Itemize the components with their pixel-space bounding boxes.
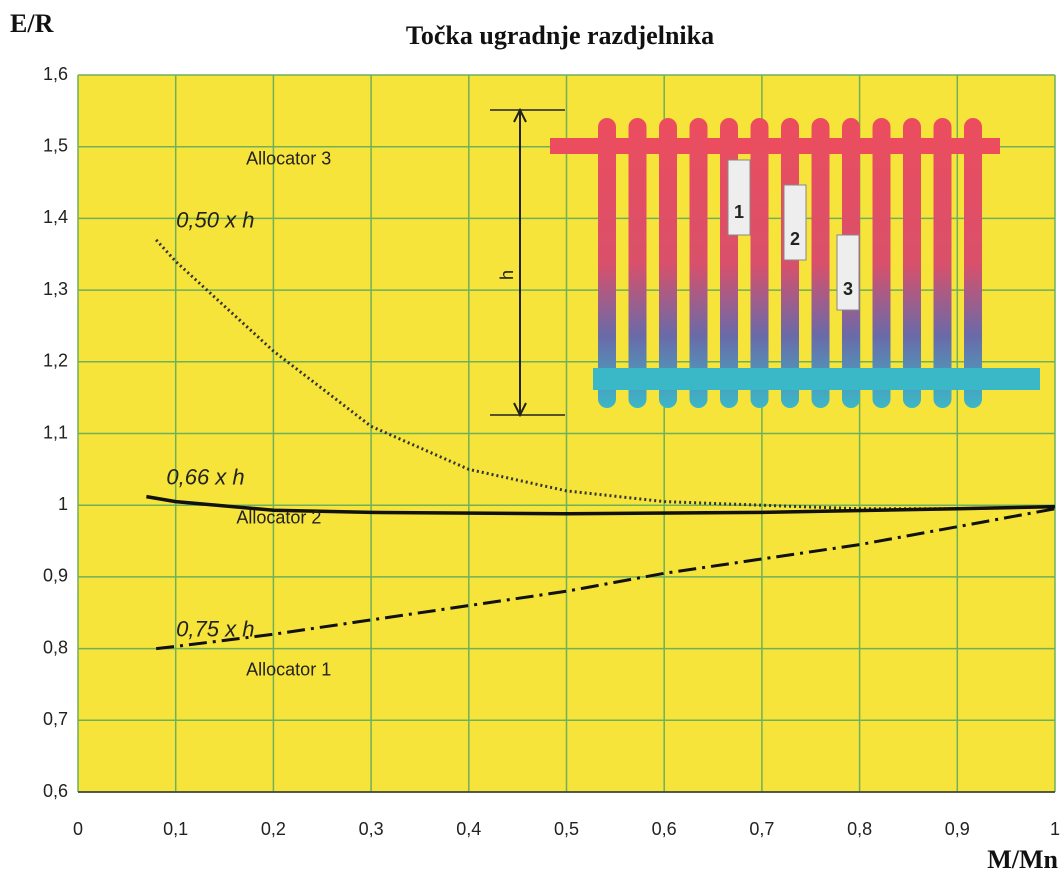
y-tick-label: 0,6 xyxy=(43,781,68,801)
x-tick-label: 0,9 xyxy=(945,819,970,839)
series-line xyxy=(146,494,1056,516)
radiator-column xyxy=(598,118,616,408)
series-line xyxy=(155,238,1056,511)
x-tick-label: 1 xyxy=(1050,819,1060,839)
x-tick-label: 0,2 xyxy=(261,819,286,839)
series-annotation: 0,66 x h xyxy=(166,464,244,489)
radiator-column xyxy=(872,118,891,408)
x-tick-label: 0,4 xyxy=(456,819,481,839)
radiator-column xyxy=(933,118,952,408)
allocator-number: 3 xyxy=(843,279,853,299)
y-tick-label: 0,9 xyxy=(43,566,68,586)
x-tick-label: 0,3 xyxy=(359,819,384,839)
radiator-column xyxy=(903,118,921,408)
radiator-illustration: h 1 2 3 xyxy=(490,107,1040,418)
series-name: Allocator 1 xyxy=(246,659,331,679)
radiator-column xyxy=(781,118,799,408)
x-tick-label: 0,1 xyxy=(163,819,188,839)
x-axis-label: M/Mn xyxy=(987,845,1058,874)
h-label: h xyxy=(497,270,517,280)
series-name: Allocator 2 xyxy=(236,507,321,527)
x-tick-label: 0,8 xyxy=(847,819,872,839)
radiator-column xyxy=(689,118,708,408)
chart-title: Točka ugradnje razdjelnika xyxy=(406,21,714,50)
x-tick-label: 0,6 xyxy=(652,819,677,839)
series-name: Allocator 3 xyxy=(246,149,331,169)
y-tick-label: 1,6 xyxy=(43,64,68,84)
radiator-column xyxy=(811,118,830,408)
y-tick-label: 1,4 xyxy=(43,207,68,227)
series-annotation: 0,75 x h xyxy=(176,616,254,641)
y-tick-label: 1 xyxy=(58,494,68,514)
y-axis-label: E/R xyxy=(10,9,54,38)
radiator-column xyxy=(628,118,647,408)
allocator-number: 1 xyxy=(734,202,744,222)
y-tick-label: 1,1 xyxy=(43,422,68,442)
radiator-column xyxy=(964,118,982,408)
y-tick-label: 1,5 xyxy=(43,135,68,155)
y-tick-label: 1,3 xyxy=(43,279,68,299)
radiator-column xyxy=(750,118,769,408)
x-tick-label: 0,7 xyxy=(749,819,774,839)
radiator-column xyxy=(659,118,677,408)
series-annotation: 0,50 x h xyxy=(176,208,254,233)
x-tick-label: 0,5 xyxy=(554,819,579,839)
y-tick-label: 0,8 xyxy=(43,637,68,657)
x-tick-label: 0 xyxy=(73,819,83,839)
y-tick-label: 0,7 xyxy=(43,709,68,729)
allocator-number: 2 xyxy=(790,229,800,249)
y-tick-label: 1,2 xyxy=(43,351,68,371)
